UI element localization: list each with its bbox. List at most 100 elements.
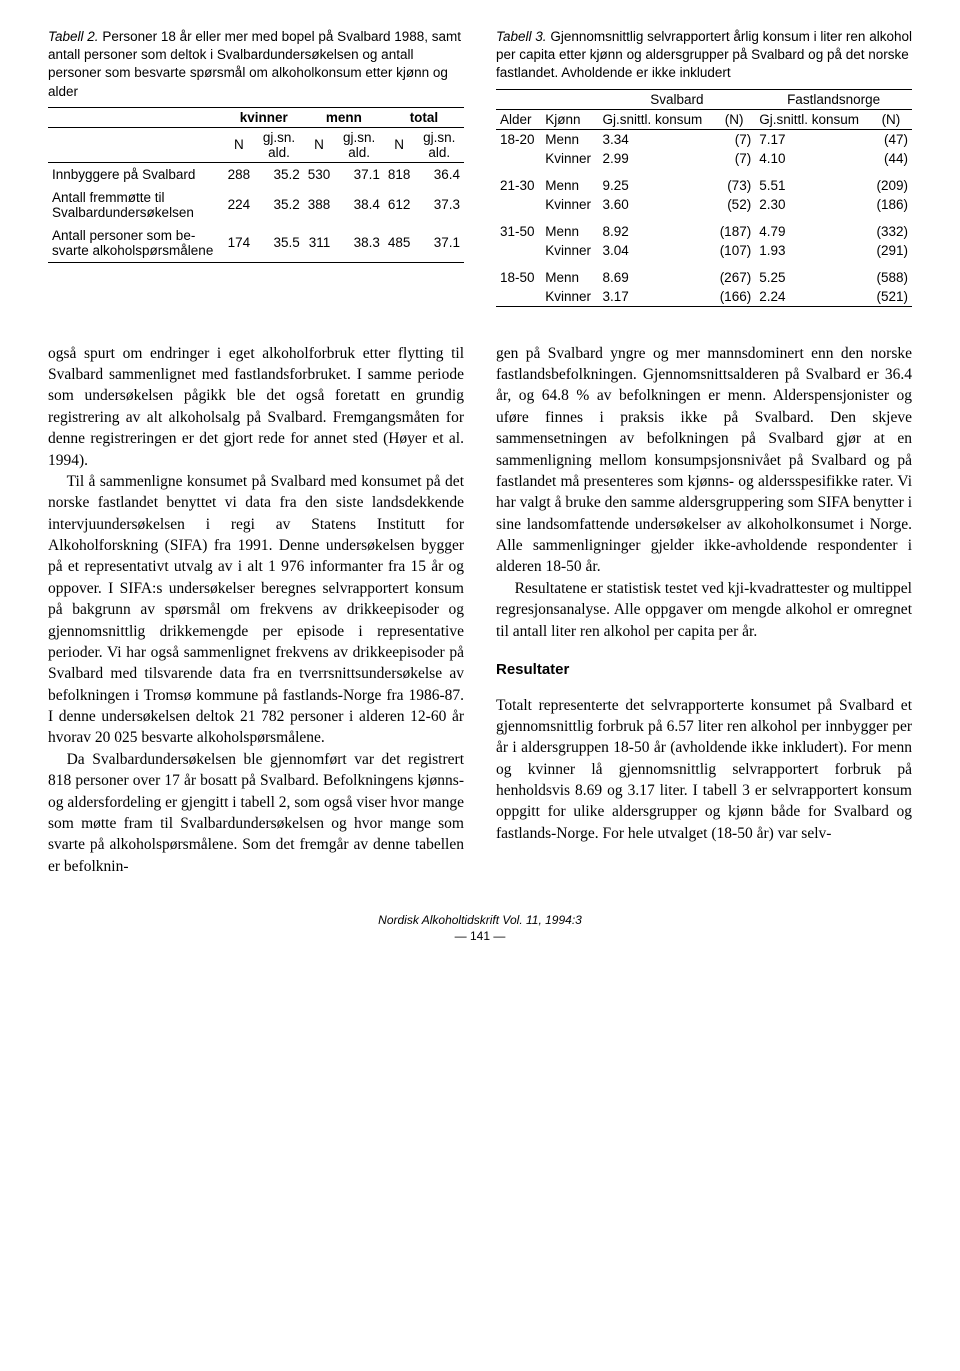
table3-value-cell: 2.99	[598, 149, 713, 168]
body-paragraph: Til å sammenligne konsumet på Svalbard m…	[48, 471, 464, 749]
table2-cell: 818	[384, 162, 415, 186]
table3-h-n: (N)	[713, 109, 755, 129]
table2-col-menn: menn	[304, 107, 384, 127]
table2-cell: 38.4	[334, 186, 384, 224]
table3-caption-text: Gjennomsnittlig selvrapportert årlig kon…	[496, 29, 912, 80]
table3-value-cell: (47)	[870, 129, 912, 149]
table3-caption: Tabell 3. Gjennomsnittlig selvrapportert…	[496, 28, 912, 83]
table3-value-cell: 4.10	[755, 149, 870, 168]
table3-h-mean: Gj.snittl. konsum	[755, 109, 870, 129]
table3-value-cell: 1.93	[755, 241, 870, 260]
table2-sub-age: gj.sn. ald.	[334, 127, 384, 162]
footer-page-number: — 141 —	[48, 929, 912, 943]
body-paragraph: Resultatene er statistisk testet ved kji…	[496, 578, 912, 642]
table3-region-fastland: Fastlandsnorge	[755, 89, 912, 109]
table2-container: Tabell 2. Personer 18 år eller mer med b…	[48, 28, 464, 307]
table2-cell: 35.2	[254, 162, 304, 186]
table3-value-cell: (44)	[870, 149, 912, 168]
table2-row-label: Antall frem­møtte til Svalbard­undersøke…	[48, 186, 224, 224]
tables-row: Tabell 2. Personer 18 år eller mer med b…	[48, 28, 912, 307]
table3-value-cell: (267)	[713, 268, 755, 287]
table2-sub-age: gj.sn. ald.	[254, 127, 304, 162]
table3-value-cell: (186)	[870, 195, 912, 214]
body-right-column: gen på Svalbard yngre og mer mannsdomine…	[496, 343, 912, 877]
table3-value-cell: 2.24	[755, 287, 870, 307]
table2-row-label: Innbyggere på Svalbard	[48, 162, 224, 186]
table3-sex-cell: Menn	[541, 268, 598, 287]
table3-sex-cell: Menn	[541, 129, 598, 149]
table2-cell: 35.5	[254, 224, 304, 263]
table3-value-cell: (291)	[870, 241, 912, 260]
table2-cell: 224	[224, 186, 255, 224]
table3-age-cell: 21-30	[496, 176, 541, 195]
table3-value-cell: 8.69	[598, 268, 713, 287]
section-heading-resultater: Resultater	[496, 660, 912, 681]
table3-value-cell: 8.92	[598, 222, 713, 241]
table3-h-mean: Gj.snittl. konsum	[598, 109, 713, 129]
table2-row-label: Antall perso­ner som be­svarte alkohol­s…	[48, 224, 224, 263]
table3-value-cell: (107)	[713, 241, 755, 260]
table3-age-cell: 18-20	[496, 129, 541, 149]
table2-cell: 174	[224, 224, 255, 263]
table3-age-cell	[496, 195, 541, 214]
table2-cell: 388	[304, 186, 335, 224]
body-paragraph: Totalt representerte det selvrapporterte…	[496, 695, 912, 845]
table2-cell: 37.1	[334, 162, 384, 186]
table3-container: Tabell 3. Gjennomsnittlig selvrapportert…	[496, 28, 912, 307]
table3-caption-label: Tabell 3.	[496, 29, 547, 44]
table2: kvinner menn total N gj.sn. ald. N gj.sn…	[48, 107, 464, 263]
table2-sub-age: gj.sn. ald.	[414, 127, 464, 162]
table2-cell: 37.1	[414, 224, 464, 263]
table2-cell: 37.3	[414, 186, 464, 224]
table3-value-cell: (588)	[870, 268, 912, 287]
body-text: også spurt om endringer i eget alkoholfo…	[48, 343, 912, 877]
table3-sex-cell: Menn	[541, 176, 598, 195]
table3-sex-cell: Kvinner	[541, 149, 598, 168]
table2-col-total: total	[384, 107, 464, 127]
table3-value-cell: (7)	[713, 149, 755, 168]
table3-age-cell	[496, 241, 541, 260]
footer-journal: Nordisk Alkoholtidskrift Vol. 11, 1994:3	[48, 913, 912, 927]
table3-age-cell	[496, 287, 541, 307]
table3-value-cell: 2.30	[755, 195, 870, 214]
table3-sex-cell: Kvinner	[541, 287, 598, 307]
table2-caption-label: Tabell 2.	[48, 29, 99, 44]
table3-value-cell: (521)	[870, 287, 912, 307]
table3-sex-cell: Kvinner	[541, 195, 598, 214]
table2-col-kvinner: kvinner	[224, 107, 304, 127]
table3-value-cell: 9.25	[598, 176, 713, 195]
table3-value-cell: (332)	[870, 222, 912, 241]
body-left-column: også spurt om endringer i eget alkoholfo…	[48, 343, 464, 877]
table3-sex-cell: Menn	[541, 222, 598, 241]
table3-value-cell: 5.25	[755, 268, 870, 287]
table3-value-cell: (209)	[870, 176, 912, 195]
table2-sub-n: N	[304, 127, 335, 162]
table3-region-svalbard: Svalbard	[598, 89, 755, 109]
table3-value-cell: 4.79	[755, 222, 870, 241]
table2-cell: 311	[304, 224, 335, 263]
table3-h-n: (N)	[870, 109, 912, 129]
body-paragraph: gen på Svalbard yngre og mer mannsdomine…	[496, 343, 912, 578]
table2-cell: 485	[384, 224, 415, 263]
table3-value-cell: 7.17	[755, 129, 870, 149]
table3-value-cell: (187)	[713, 222, 755, 241]
table3-h-sex: Kjønn	[541, 109, 598, 129]
table2-cell: 36.4	[414, 162, 464, 186]
body-paragraph: Da Svalbardundersøkelsen ble gjennomført…	[48, 749, 464, 877]
table3-value-cell: 3.04	[598, 241, 713, 260]
table3-value-cell: 5.51	[755, 176, 870, 195]
table3-age-cell	[496, 149, 541, 168]
table2-cell: 38.3	[334, 224, 384, 263]
table2-cell: 612	[384, 186, 415, 224]
table2-caption-text: Personer 18 år eller mer med bopel på Sv…	[48, 29, 461, 99]
table2-cell: 530	[304, 162, 335, 186]
table3-value-cell: 3.17	[598, 287, 713, 307]
body-paragraph: også spurt om endringer i eget alkoholfo…	[48, 343, 464, 471]
table3-value-cell: (52)	[713, 195, 755, 214]
table3-value-cell: (7)	[713, 129, 755, 149]
table3-age-cell: 31-50	[496, 222, 541, 241]
table3-value-cell: (73)	[713, 176, 755, 195]
table2-caption: Tabell 2. Personer 18 år eller mer med b…	[48, 28, 464, 101]
table2-sub-n: N	[384, 127, 415, 162]
table2-sub-n: N	[224, 127, 255, 162]
